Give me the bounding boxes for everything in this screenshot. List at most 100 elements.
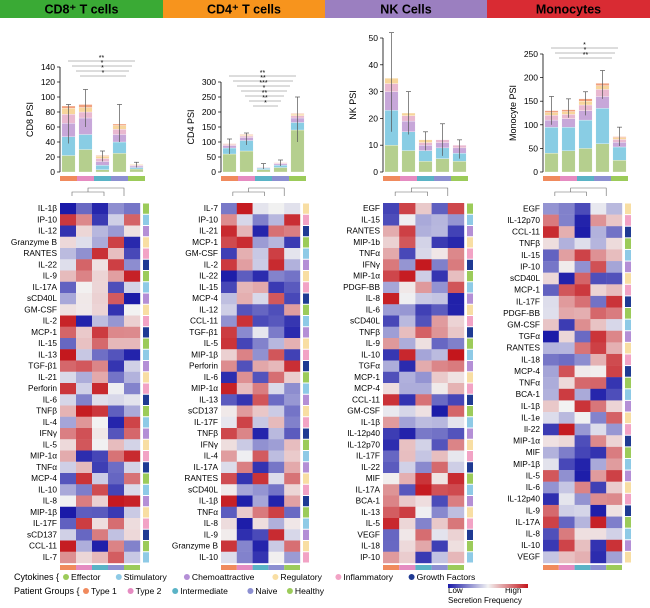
cytokine-category-swatch: [303, 439, 309, 450]
dendrogram-lines: [554, 187, 607, 196]
heatmap-cell: [590, 551, 607, 564]
heatmap-cell: [76, 236, 93, 249]
cytokine-category-swatch: [303, 349, 309, 360]
heatmap-cell: [399, 281, 416, 294]
heatmap-cell: [268, 450, 285, 462]
heatmap-cell: [399, 326, 416, 339]
heatmap-cell: [92, 416, 109, 429]
heatmap-cell: [431, 315, 448, 327]
heatmap-cell: [221, 405, 237, 417]
heatmap-cell: [399, 349, 416, 361]
cytokine-category-swatch: [303, 406, 309, 417]
heatmap-cell: [60, 326, 77, 339]
heatmap-cell: [431, 428, 448, 440]
heatmap-cell: [606, 284, 623, 297]
heatmap-cell: [252, 338, 269, 350]
heatmap-row-label: IL-17A: [356, 484, 381, 494]
cytokine-category-swatch: [625, 377, 631, 389]
heatmap-cell: [590, 377, 607, 390]
heatmap-group-strip: [92, 565, 108, 570]
group-strip: [289, 176, 306, 181]
cytokine-category-swatch: [467, 349, 473, 360]
heatmap-cell: [558, 539, 575, 552]
heatmap-cell: [383, 518, 400, 530]
bar-segment: [239, 150, 254, 173]
y-tick-label: 80: [46, 107, 56, 117]
heatmap-cell: [236, 506, 253, 519]
heatmap-cell: [76, 293, 93, 305]
cytokine-category-swatch: [143, 406, 149, 417]
heatmap-cell: [606, 214, 623, 227]
heatmap-cell: [447, 338, 465, 350]
heatmap-row-label: IL-1β: [361, 417, 380, 427]
heatmap-cell: [431, 225, 448, 237]
bar-segment: [222, 153, 237, 173]
heatmap-cell: [606, 539, 623, 552]
cytokine-category-swatch: [143, 271, 149, 282]
heatmap-cell: [383, 259, 400, 271]
heatmap-cell: [399, 270, 416, 282]
heatmap-row-label: CCL-11: [352, 394, 380, 404]
heatmap-cell: [76, 529, 93, 541]
heatmap-cell: [431, 304, 448, 316]
heatmap-cell: [284, 349, 301, 361]
heatmap-cell: [415, 259, 432, 271]
cytokine-category-swatch: [467, 518, 473, 529]
heatmap-row-label: IL-12p40: [507, 494, 540, 504]
heatmap-row-label: RANTES: [346, 226, 380, 236]
heatmap-row-label: MIP-1α: [30, 451, 57, 461]
heatmap-cell: [236, 248, 253, 260]
cytokine-category-swatch: [303, 327, 309, 338]
heatmap-cell: [431, 450, 448, 462]
heatmap-row-label: IL-5: [43, 439, 58, 449]
heatmap-cell: [252, 450, 269, 462]
heatmap-cell: [606, 203, 623, 215]
heatmap-cell: [268, 225, 285, 237]
heatmap-cell: [383, 326, 400, 339]
heatmap-cell: [221, 371, 237, 384]
heatmap-cell: [431, 349, 448, 361]
heatmap-cell: [92, 225, 109, 237]
heatmap-cell: [124, 428, 141, 440]
heatmap-cell: [543, 272, 559, 285]
heatmap-cell: [447, 383, 465, 395]
heatmap-cell: [558, 458, 575, 471]
heatmap-cell: [383, 293, 400, 305]
cytokine-category-swatch: [303, 462, 309, 473]
heatmap-cell: [399, 236, 416, 249]
heatmap-cell: [606, 353, 623, 366]
heatmap-cell: [415, 214, 432, 226]
heatmap-cell: [252, 349, 269, 361]
cytokine-category-swatch: [467, 451, 473, 462]
heatmap-cell: [415, 484, 432, 496]
heatmap-cell: [399, 203, 416, 215]
heatmap-row-label: sCD40L: [27, 293, 57, 303]
heatmap-cell: [574, 353, 591, 366]
heatmap-row-label: MIP-1α: [513, 436, 540, 446]
cytokine-category-swatch: [143, 361, 149, 372]
cytokine-category-swatch: [625, 458, 631, 470]
group-strip: [272, 176, 289, 181]
heatmap-cell: [284, 518, 301, 530]
heatmap-row-label: Il-22: [524, 424, 541, 434]
heatmap-cell: [543, 400, 559, 413]
heatmap-cell: [606, 504, 623, 517]
cytokine-category-swatch: [467, 394, 473, 405]
heatmap-cell: [415, 326, 432, 339]
heatmap-cell: [124, 394, 141, 406]
heatmap-cell: [268, 551, 285, 564]
heatmap-cell: [252, 203, 269, 215]
heatmap-cell: [431, 484, 448, 496]
cytokine-category-swatch: [143, 349, 149, 360]
heatmap-cell: [543, 528, 559, 540]
heatmap-cell: [415, 360, 432, 372]
group-strip: [77, 176, 94, 181]
heatmap-cell: [236, 360, 253, 372]
heatmap-cell: [108, 439, 125, 451]
heatmap-cell: [268, 236, 285, 249]
heatmap-cell: [543, 249, 559, 262]
heatmap-cell: [558, 504, 575, 517]
heatmap-row-label: Perforin: [189, 361, 218, 371]
significance-label: **: [262, 95, 268, 102]
heatmap-cell: [108, 281, 125, 294]
